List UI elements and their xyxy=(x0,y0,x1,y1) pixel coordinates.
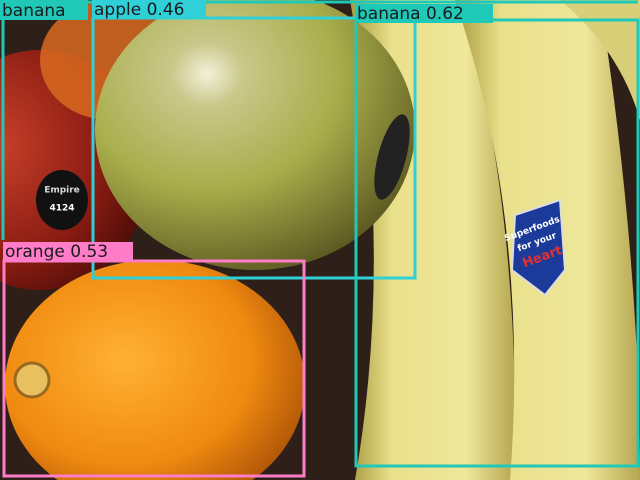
orange xyxy=(5,260,305,480)
sticker xyxy=(374,114,410,200)
sticker-text: 4124 xyxy=(49,204,74,214)
banana xyxy=(560,0,640,120)
label-background xyxy=(0,0,88,20)
pear xyxy=(95,0,415,270)
orange-navel xyxy=(13,361,51,399)
sticker xyxy=(36,170,88,230)
detection-label: apple 0.46 xyxy=(94,0,184,20)
label-background xyxy=(3,242,133,261)
detection-label: orange 0.53 xyxy=(5,242,108,262)
detection-box xyxy=(2,259,306,478)
detection-label: banana xyxy=(2,1,66,21)
label-background xyxy=(92,0,206,19)
sticker xyxy=(510,198,567,297)
sticker-text: Empire xyxy=(44,186,80,196)
detection-box xyxy=(91,16,417,280)
detection-label: banana 0.62 xyxy=(357,4,464,24)
detection-box xyxy=(354,18,640,468)
label-background xyxy=(355,4,493,23)
